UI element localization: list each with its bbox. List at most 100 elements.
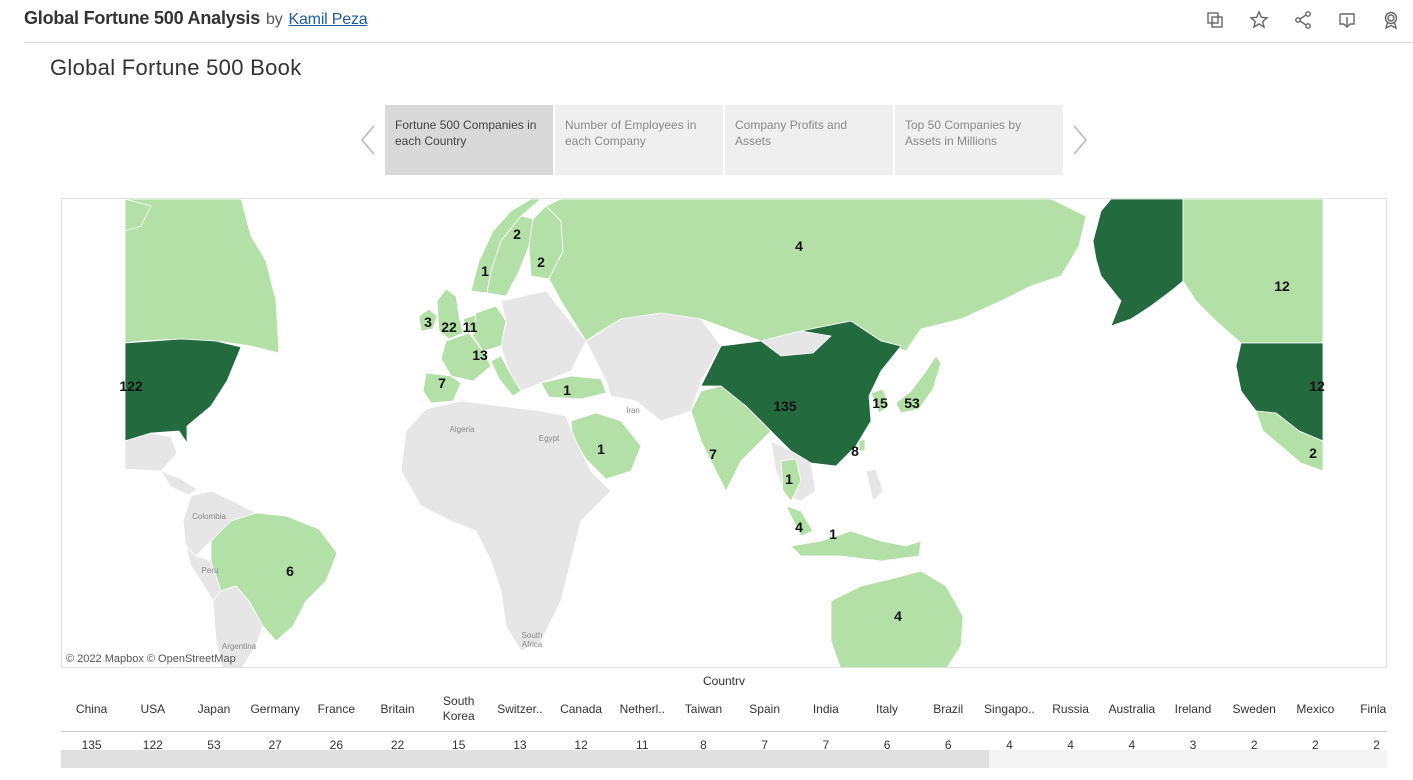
map-region-india[interactable] xyxy=(690,385,772,492)
download-button[interactable] xyxy=(1325,8,1369,32)
country-value-cell[interactable]: 2 xyxy=(1312,738,1319,751)
country-name-cell[interactable]: Australia xyxy=(1108,701,1156,716)
country-value-cell[interactable]: 11 xyxy=(636,738,649,751)
map-region-australia[interactable] xyxy=(830,570,964,668)
world-map[interactable]: 122 6 1 2 2 4 3 22 11 13 7 1 1 7 135 15 … xyxy=(61,198,1387,668)
map-region-canada[interactable] xyxy=(124,199,280,354)
favorite-button[interactable] xyxy=(1237,8,1281,32)
story-tab-top50[interactable]: Top 50 Companies by Assets in Millions xyxy=(895,105,1063,175)
country-value-cell[interactable]: 22 xyxy=(390,738,405,751)
badge-button[interactable] xyxy=(1369,8,1413,32)
story-tab-companies[interactable]: Fortune 500 Companies in each Country xyxy=(385,105,553,175)
country-name-cell[interactable]: South Korea xyxy=(442,694,475,723)
country-name-cell[interactable]: Canada xyxy=(560,701,603,716)
country-value-cell[interactable]: 6 xyxy=(944,738,952,751)
country-name-cell[interactable]: Spain xyxy=(749,701,780,716)
book-title: Global Fortune 500 Book xyxy=(50,55,302,80)
country-name-cell[interactable]: Netherl.. xyxy=(619,701,665,716)
country-value-cell[interactable]: 13 xyxy=(513,738,527,751)
map-region-argentina[interactable] xyxy=(212,585,264,668)
scrollbar-thumb[interactable] xyxy=(61,750,989,768)
map-region-britain[interactable] xyxy=(436,288,464,340)
country-value-cell[interactable]: 15 xyxy=(452,738,466,751)
country-name-cell[interactable]: Russia xyxy=(1052,701,1089,716)
country-table[interactable]: China USA Japan Germany France Britain S… xyxy=(61,690,1387,780)
map-region-france[interactable] xyxy=(440,332,492,382)
map-label-sweden: 2 xyxy=(513,226,521,242)
country-value-cell[interactable]: 2 xyxy=(1373,738,1380,751)
country-value-cell[interactable]: 4 xyxy=(1128,738,1136,751)
country-name-cell[interactable]: China xyxy=(75,701,108,716)
map-region-africa[interactable] xyxy=(400,400,612,652)
country-name-cell[interactable]: Taiwan xyxy=(684,701,723,716)
country-name-cell[interactable]: Sweden xyxy=(1232,701,1276,716)
country-value-cell[interactable]: 26 xyxy=(329,738,344,751)
map-attribution[interactable]: © 2022 Mapbox © OpenStreetMap xyxy=(66,653,236,665)
map-region-ireland[interactable] xyxy=(418,308,438,332)
map-region-korea[interactable] xyxy=(870,388,890,414)
country-name-cell[interactable]: Britain xyxy=(380,701,415,716)
country-value-cell[interactable]: 6 xyxy=(883,738,891,751)
story-tab-profits[interactable]: Company Profits and Assets xyxy=(725,105,893,175)
country-value-cell[interactable]: 8 xyxy=(700,738,707,751)
story-tab-employees[interactable]: Number of Employees in each Company xyxy=(555,105,723,175)
author-link[interactable]: Kamil Peza xyxy=(288,11,368,28)
map-region-middle-east[interactable] xyxy=(585,312,722,422)
country-value-cell[interactable]: 7 xyxy=(761,738,768,751)
map-region-mexico-right[interactable] xyxy=(1255,410,1324,472)
header-divider xyxy=(24,42,1413,43)
country-value-cell[interactable]: 12 xyxy=(574,738,588,751)
country-name-cell[interactable]: Brazil xyxy=(933,701,964,716)
map-region-central-america[interactable] xyxy=(160,470,198,496)
map-label-usa-right: 12 xyxy=(1309,378,1325,394)
table-horizontal-scrollbar[interactable] xyxy=(61,750,1387,768)
map-region-spain[interactable] xyxy=(422,372,462,404)
country-value-cell[interactable]: 3 xyxy=(1189,738,1197,751)
map-canvas[interactable]: 122 6 1 2 2 4 3 22 11 13 7 1 1 7 135 15 … xyxy=(62,199,1387,668)
geo-label-colombia: Colombia xyxy=(192,512,226,521)
duplicate-button[interactable] xyxy=(1193,8,1237,32)
map-region-taiwan[interactable] xyxy=(858,438,866,452)
country-name-cell[interactable]: India xyxy=(812,701,839,716)
country-value-cell[interactable]: 53 xyxy=(207,738,221,751)
country-name-cell[interactable]: Germany xyxy=(250,701,300,716)
country-value-cell[interactable]: 4 xyxy=(1067,738,1074,751)
map-region-japan[interactable] xyxy=(895,355,942,414)
country-name-cell[interactable]: USA xyxy=(140,701,166,716)
download-icon xyxy=(1339,13,1355,28)
map-region-indonesia[interactable] xyxy=(790,530,922,562)
map-region-thailand[interactable] xyxy=(780,458,802,502)
country-name-cell[interactable]: Singapo.. xyxy=(984,701,1035,716)
map-region-mongolia[interactable] xyxy=(760,330,832,357)
country-name-cell[interactable]: Ireland xyxy=(1174,701,1212,716)
map-region-eastern-europe[interactable] xyxy=(500,290,587,392)
by-text: by xyxy=(266,11,283,28)
map-region-greenland-edge[interactable] xyxy=(124,199,152,232)
country-value-cell[interactable]: 2 xyxy=(1250,738,1258,751)
previous-story-point-button[interactable] xyxy=(355,118,381,162)
country-name-cell[interactable]: France xyxy=(317,701,356,716)
country-value-cell[interactable]: 135 xyxy=(81,738,102,751)
country-value-cell[interactable]: 7 xyxy=(822,738,830,751)
map-region-alaska[interactable] xyxy=(1092,199,1184,327)
chevron-left-icon xyxy=(360,125,375,155)
share-button[interactable] xyxy=(1281,8,1325,32)
country-name-cell[interactable]: Japan xyxy=(197,701,231,716)
map-label-china: 135 xyxy=(773,398,797,414)
map-region-canada-right[interactable] xyxy=(1182,199,1324,344)
country-value-cell[interactable]: 4 xyxy=(1006,738,1013,751)
map-region-turkey[interactable] xyxy=(540,375,607,400)
map-region-philippines[interactable] xyxy=(865,468,884,502)
country-name-cell[interactable]: Mexico xyxy=(1296,701,1335,716)
badge-icon xyxy=(1384,11,1398,30)
country-name-cell[interactable]: Italy xyxy=(876,701,899,716)
country-name-cell[interactable]: Finlan xyxy=(1360,701,1387,716)
country-name-cell[interactable]: Switzer.. xyxy=(497,701,543,716)
next-story-point-button[interactable] xyxy=(1067,118,1093,162)
map-region-malaysia[interactable] xyxy=(785,505,814,537)
viz-header: Global Fortune 500 Analysis by Kamil Peza xyxy=(0,0,1413,43)
country-values-row: 135 122 53 27 26 22 15 13 12 11 8 7 7 6 … xyxy=(61,731,1387,751)
map-region-mexico-left[interactable] xyxy=(124,432,178,472)
country-value-cell[interactable]: 122 xyxy=(142,738,163,751)
country-value-cell[interactable]: 27 xyxy=(268,738,282,751)
